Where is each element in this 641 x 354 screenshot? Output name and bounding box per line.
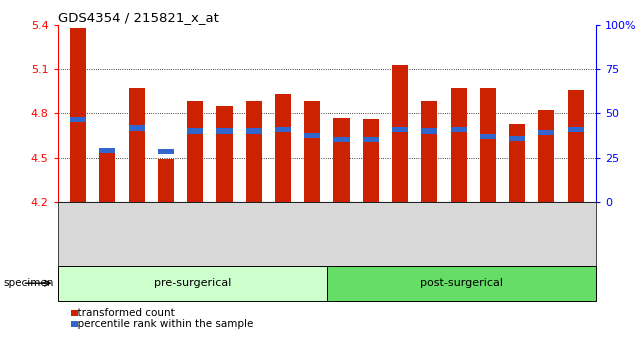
Bar — [480, 88, 496, 202]
Bar — [246, 102, 262, 202]
Bar — [99, 150, 115, 202]
Bar — [509, 136, 525, 141]
Bar — [99, 148, 115, 153]
Bar — [129, 125, 145, 131]
Bar — [567, 90, 584, 202]
Bar — [275, 94, 291, 202]
Bar — [333, 137, 349, 142]
Bar — [363, 119, 379, 202]
Bar — [509, 124, 525, 202]
Bar — [304, 102, 320, 202]
Text: specimen: specimen — [3, 278, 54, 288]
Bar — [158, 159, 174, 202]
Bar — [421, 102, 437, 202]
Bar — [70, 116, 87, 122]
Bar — [246, 129, 262, 133]
Bar — [480, 134, 496, 139]
Bar — [363, 137, 379, 142]
Text: pre-surgerical: pre-surgerical — [154, 278, 231, 288]
Text: post-surgerical: post-surgerical — [420, 278, 503, 288]
Bar — [451, 127, 467, 132]
Bar — [538, 130, 554, 135]
Bar — [217, 106, 233, 202]
Bar — [187, 102, 203, 202]
Bar — [421, 129, 437, 133]
Bar — [70, 28, 87, 202]
Bar — [392, 127, 408, 132]
Bar — [392, 65, 408, 202]
Text: percentile rank within the sample: percentile rank within the sample — [71, 319, 253, 329]
Text: GDS4354 / 215821_x_at: GDS4354 / 215821_x_at — [58, 11, 219, 24]
Bar — [304, 133, 320, 138]
Bar — [333, 118, 349, 202]
Bar — [275, 127, 291, 132]
Bar — [129, 88, 145, 202]
Bar — [187, 129, 203, 133]
Bar — [567, 127, 584, 132]
Text: transformed count: transformed count — [71, 308, 174, 318]
Bar — [451, 88, 467, 202]
Bar — [538, 110, 554, 202]
Bar — [158, 149, 174, 154]
Bar — [217, 129, 233, 133]
